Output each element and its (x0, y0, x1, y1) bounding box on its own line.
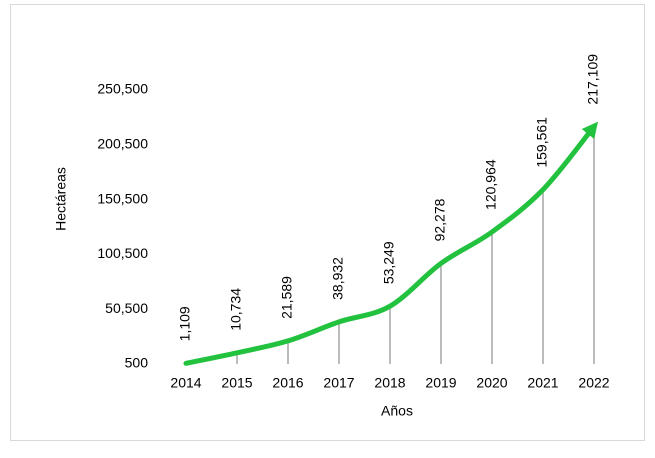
line (183, 121, 599, 366)
data-label: 217,109 (585, 54, 601, 105)
y-tick-label: 150,500 (97, 190, 148, 206)
x-tick-label: 2015 (221, 375, 252, 391)
chart-frame (10, 4, 645, 441)
x-tick-label: 2014 (170, 375, 201, 391)
y-tick-label: 250,500 (97, 81, 148, 97)
x-tick-label: 2017 (323, 375, 354, 391)
x-tick-label: 2022 (578, 375, 609, 391)
x-tick-label: 2021 (527, 375, 558, 391)
y-tick-label: 200,500 (97, 136, 148, 152)
x-tick-label: 2016 (272, 375, 303, 391)
data-label: 1,109 (177, 306, 193, 341)
x-tick-label: 2019 (425, 375, 456, 391)
y-tick-label: 50,500 (105, 300, 148, 316)
data-label: 10,734 (228, 288, 244, 331)
data-label: 159,561 (534, 117, 550, 168)
y-axis-label: Hectáreas (53, 167, 69, 231)
data-label: 38,932 (330, 257, 346, 300)
data-label: 21,589 (279, 276, 295, 319)
y-tick-label: 100,500 (97, 245, 148, 261)
y-tick-label: 500 (125, 355, 149, 371)
x-tick-label: 2020 (476, 375, 507, 391)
x-tick-label: 2018 (374, 375, 405, 391)
data-label: 120,964 (483, 159, 499, 210)
data-label: 53,249 (381, 241, 397, 284)
x-axis-label: Años (381, 403, 413, 419)
data-label: 92,278 (432, 198, 448, 241)
